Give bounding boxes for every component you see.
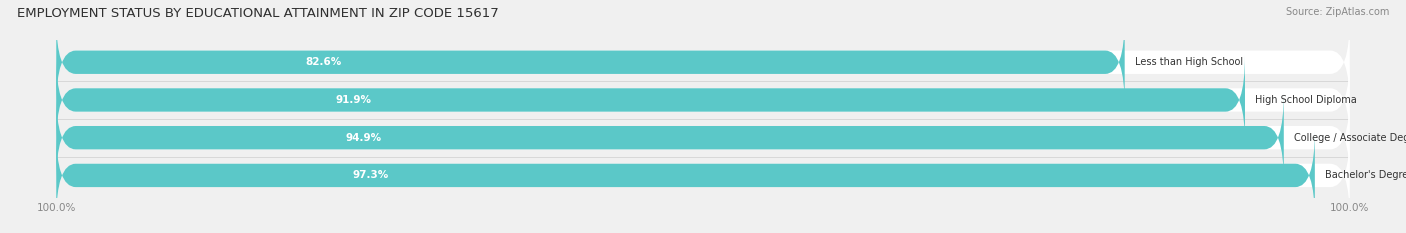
Text: High School Diploma: High School Diploma — [1256, 95, 1357, 105]
Text: Bachelor's Degree or higher: Bachelor's Degree or higher — [1326, 170, 1406, 180]
FancyBboxPatch shape — [56, 93, 1350, 183]
FancyBboxPatch shape — [56, 130, 1350, 220]
Text: 91.9%: 91.9% — [336, 95, 371, 105]
Text: 82.6%: 82.6% — [305, 57, 342, 67]
FancyBboxPatch shape — [56, 93, 1284, 183]
FancyBboxPatch shape — [56, 130, 1315, 220]
Text: 97.3%: 97.3% — [353, 170, 389, 180]
FancyBboxPatch shape — [56, 55, 1350, 145]
FancyBboxPatch shape — [56, 55, 1244, 145]
FancyBboxPatch shape — [56, 17, 1350, 107]
Text: Less than High School: Less than High School — [1135, 57, 1243, 67]
FancyBboxPatch shape — [1358, 17, 1406, 107]
Text: Source: ZipAtlas.com: Source: ZipAtlas.com — [1285, 7, 1389, 17]
Text: 94.9%: 94.9% — [344, 133, 381, 143]
FancyBboxPatch shape — [56, 17, 1125, 107]
Text: College / Associate Degree: College / Associate Degree — [1294, 133, 1406, 143]
Text: EMPLOYMENT STATUS BY EDUCATIONAL ATTAINMENT IN ZIP CODE 15617: EMPLOYMENT STATUS BY EDUCATIONAL ATTAINM… — [17, 7, 499, 20]
